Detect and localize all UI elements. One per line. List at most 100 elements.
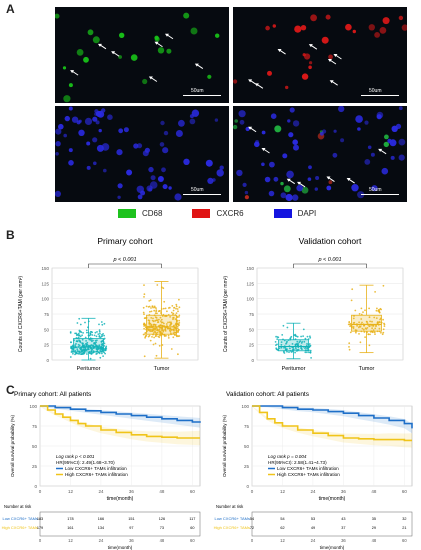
arrow-head	[378, 148, 383, 152]
data-point	[153, 314, 156, 317]
risk-count: 73	[160, 526, 164, 530]
panel-a-letter: A	[6, 2, 15, 16]
data-point	[78, 352, 81, 355]
data-point	[303, 340, 306, 343]
arrow-head	[329, 80, 334, 84]
data-point	[76, 350, 79, 352]
cell-nucleus	[326, 185, 332, 191]
data-point	[281, 334, 284, 336]
x-tick-label: 0	[251, 489, 254, 494]
cell-nucleus	[149, 181, 158, 189]
scale-bar-label: 50um	[191, 187, 204, 193]
cell-nucleus	[357, 191, 365, 199]
data-point	[73, 339, 75, 342]
data-point	[77, 343, 80, 346]
p-value-label: p < 0.001	[112, 257, 136, 263]
data-point	[161, 327, 164, 330]
validation-cohort-boxplot: Validation cohort 0 25 50 75 100 125 150 Counts …	[223, 236, 404, 372]
data-point	[148, 319, 151, 322]
arrow-head	[346, 178, 351, 182]
data-point	[352, 326, 355, 328]
cell-nucleus	[233, 79, 238, 84]
data-point	[164, 326, 167, 329]
cell-nucleus	[190, 27, 198, 35]
data-point	[95, 344, 98, 347]
arrow-indicator	[298, 182, 306, 188]
cell-nucleus	[55, 128, 62, 135]
arrow-indicator	[112, 51, 120, 57]
data-point	[71, 349, 73, 351]
data-point	[355, 331, 357, 334]
cell-nucleus	[101, 143, 110, 151]
cell-nucleus	[371, 185, 378, 192]
cell-nucleus	[280, 192, 287, 199]
risk-x-tick-label: 12	[68, 538, 73, 543]
data-point	[305, 344, 308, 347]
cell-nucleus	[107, 114, 113, 120]
data-point	[152, 306, 155, 309]
cell-nucleus	[86, 165, 91, 170]
data-point	[87, 331, 90, 334]
data-point	[296, 335, 299, 338]
cell-nucleus	[328, 180, 333, 185]
data-point	[361, 327, 364, 330]
data-point	[289, 347, 291, 350]
data-point	[150, 307, 152, 309]
data-point	[152, 332, 155, 334]
data-point	[147, 328, 150, 331]
data-point	[87, 345, 90, 348]
risk-count: 62	[280, 526, 284, 530]
data-point	[98, 323, 100, 326]
data-point	[95, 335, 98, 338]
risk-x-tick-label: 60	[402, 538, 407, 543]
arrow-indicator	[71, 70, 79, 76]
risk-x-tick-label: 12	[280, 538, 285, 543]
data-point	[81, 338, 84, 341]
data-point	[170, 333, 172, 336]
cell-nucleus	[355, 115, 363, 123]
cell-nucleus	[136, 143, 143, 149]
data-point	[348, 323, 351, 326]
scale-bar-label: 50um	[369, 187, 382, 193]
cell-nucleus	[123, 127, 129, 133]
data-point	[280, 341, 283, 343]
data-point	[160, 334, 163, 337]
data-point	[158, 344, 161, 347]
cell-nucleus	[207, 74, 212, 79]
data-point	[378, 311, 381, 314]
p-value-label: p < 0.001	[317, 257, 341, 263]
data-point	[159, 326, 161, 329]
data-point	[383, 322, 385, 325]
data-point	[77, 352, 80, 355]
data-point	[307, 338, 310, 340]
data-point	[350, 325, 353, 328]
data-point	[98, 345, 101, 348]
primary-survival-plot: Primary cohort: All patients 0 25 50 75 100 0 1…	[2, 391, 201, 550]
data-point	[72, 347, 74, 350]
data-point	[355, 329, 358, 332]
y-tick-label: 75	[244, 424, 250, 429]
data-point	[153, 306, 156, 309]
data-point	[78, 351, 81, 354]
cell-nucleus	[398, 15, 404, 21]
data-point	[348, 348, 351, 351]
risk-count: 117	[189, 517, 195, 521]
data-point	[143, 355, 146, 358]
data-point	[166, 310, 168, 313]
data-point	[360, 323, 363, 326]
data-point	[142, 311, 145, 314]
data-point	[298, 341, 301, 344]
cell-nucleus	[76, 120, 81, 125]
risk-x-tick-label: 36	[341, 538, 346, 543]
cell-nucleus	[296, 184, 303, 192]
data-point	[89, 357, 92, 360]
cell-nucleus	[55, 141, 61, 147]
data-point	[149, 339, 152, 342]
data-point	[306, 343, 308, 345]
data-point	[157, 321, 160, 323]
arrow-indicator	[196, 64, 204, 69]
data-point	[355, 323, 358, 326]
cell-nucleus	[345, 23, 352, 31]
channel-legend: CD68 CXCR6 DAPI	[118, 209, 346, 218]
cell-nucleus	[95, 110, 102, 117]
